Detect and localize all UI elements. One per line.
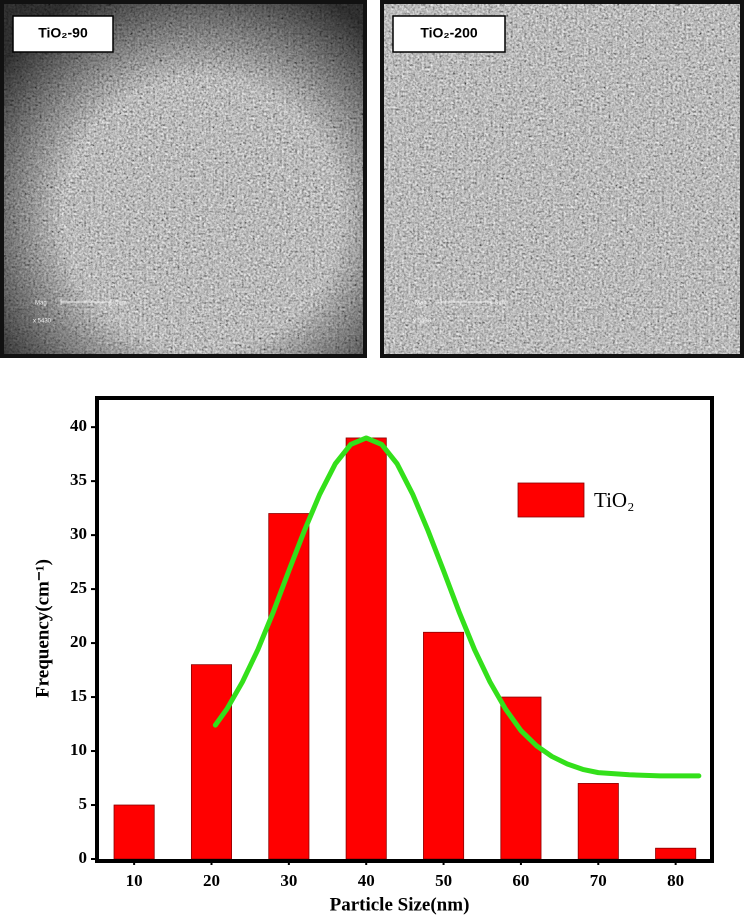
image-frame: [380, 0, 744, 358]
x-tick-label: 80: [667, 871, 684, 890]
image-frame: [0, 0, 367, 358]
sem-images: [0, 0, 744, 358]
label-box: [12, 15, 114, 53]
x-tick-label: 10: [126, 871, 143, 890]
y-tick-label: 20: [70, 632, 87, 651]
bar: [190, 664, 233, 860]
y-tick-label: 0: [79, 848, 88, 867]
x-tick-label: 20: [203, 871, 220, 890]
y-tick-label: 10: [70, 740, 87, 759]
image-label: TiO₂-200: [420, 25, 478, 41]
bar: [500, 696, 542, 860]
bar: [113, 804, 155, 860]
bar: [577, 783, 619, 860]
legend-swatch: [517, 482, 585, 518]
y-tick-label: 40: [70, 416, 87, 435]
fit-curve: [212, 435, 702, 779]
y-tick-label: 5: [79, 794, 88, 813]
bar: [423, 631, 465, 860]
scale-length: 5um: [115, 301, 127, 307]
bar: [345, 437, 387, 860]
x-tick-label: 40: [358, 871, 375, 890]
legend-label: TiO₂: [594, 488, 634, 512]
scale-mag: Mag: [35, 301, 47, 307]
x-tick-label: 30: [280, 871, 297, 890]
y-tick-label: 30: [70, 524, 87, 543]
x-axis-label: Particle Size(nm): [330, 894, 470, 915]
x-tick-label: 50: [435, 871, 452, 890]
label-box: [392, 15, 506, 53]
y-tick-label: 15: [70, 686, 87, 705]
scale-length: 5um: [495, 301, 507, 307]
sem-image: [383, 3, 741, 355]
scale-mag: Mag: [415, 301, 427, 307]
image-shade: [3, 3, 364, 355]
bar: [655, 847, 697, 860]
x-tick-label: 70: [590, 871, 607, 890]
chart: 0 5 10 15 20 25 30 35 40 10 20 30 40 50 60 70 80 TiO₂ Part…: [32, 396, 714, 915]
image-label: TiO₂-90: [38, 25, 88, 41]
scale-magnification: x 5430: [33, 319, 52, 325]
y-tick-label: 35: [70, 470, 87, 489]
y-axis-label: Frequency(cm⁻¹): [32, 559, 53, 698]
y-tick-label: 25: [70, 578, 87, 597]
x-tick-label: 60: [512, 871, 529, 890]
plot-frame: [95, 396, 714, 863]
scale-magnification: x 5430: [413, 319, 432, 325]
